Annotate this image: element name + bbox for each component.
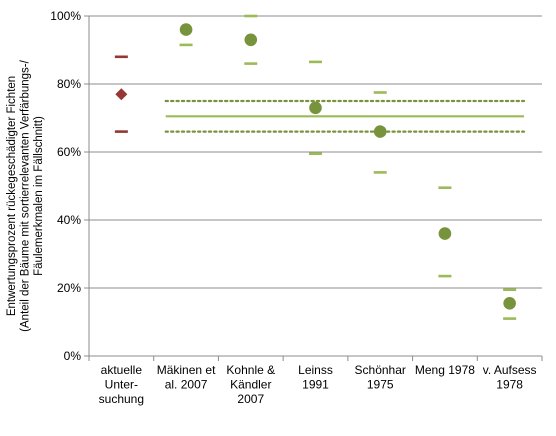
y-tick-label: 40%	[57, 213, 81, 227]
axes	[84, 15, 543, 361]
y-axis-title-line: (Anteil der Bäume mit sortierrelevanten …	[20, 59, 32, 331]
x-category-label: Schönhar 1975	[355, 363, 406, 392]
y-axis-title-line: Entwertungsprozent rückegeschädigter Fic…	[6, 76, 18, 316]
data-point-circle	[438, 227, 452, 240]
x-category-label: Mäkinen et al. 2007	[157, 363, 216, 392]
data-point-circle	[179, 23, 193, 36]
y-axis-title: Entwertungsprozent rückegeschädigter Fic…	[6, 59, 45, 331]
data-point-circle	[309, 101, 322, 115]
y-tick-label: 20%	[57, 281, 81, 295]
data-point-circle	[503, 297, 516, 310]
x-category-label: Leinss 1991	[298, 363, 333, 392]
data-point-circle	[373, 125, 387, 138]
reference-lines	[164, 99, 526, 133]
y-tick-label: 0%	[64, 349, 82, 363]
x-category-label: Meng 1978	[415, 363, 475, 377]
y-tick-label: 80%	[57, 77, 81, 91]
x-category-labels: aktuelle Unter-suchung Mäkinen et al. 2007 K…	[99, 363, 537, 406]
y-tick-label: 60%	[57, 145, 81, 159]
gridlines	[89, 15, 542, 289]
data-point-diamond	[115, 88, 128, 101]
data-point-circle	[244, 33, 258, 47]
data-marks	[114, 14, 517, 320]
x-category-label: v. Aufsess 1978	[483, 363, 537, 392]
y-tick-label: 100%	[50, 9, 81, 23]
x-category-label: Kohnle & Kändler 2007	[226, 363, 275, 406]
y-axis-title-line: Fäulemerkmalen im Fällschnitt)	[33, 116, 45, 276]
y-axis-title-group: Entwertungsprozent rückegeschädigter Fic…	[6, 59, 45, 331]
x-category-label: aktuelle Unter-suchung	[99, 363, 144, 406]
y-tick-labels: 0% 20% 40% 60% 80% 100%	[50, 9, 81, 363]
